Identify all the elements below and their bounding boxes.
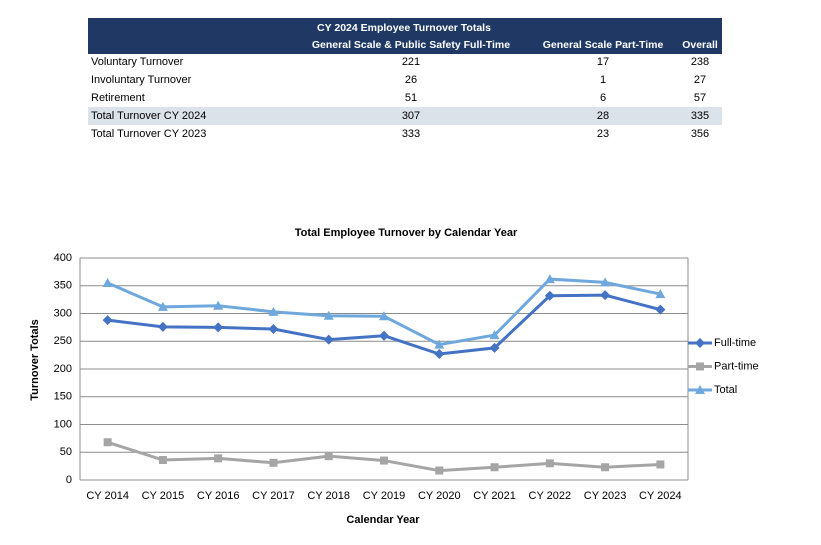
data-point (434, 339, 445, 349)
column-header: Overall (682, 39, 718, 51)
x-axis-label: Calendar Year (346, 514, 420, 526)
x-tick-label: CY 2015 (142, 490, 185, 502)
table-title: CY 2024 Employee Turnover Totals (317, 22, 491, 34)
y-tick-label: 0 (66, 474, 72, 486)
legend-label: Full-time (714, 337, 756, 349)
x-tick-label: CY 2021 (473, 490, 516, 502)
data-point (434, 349, 445, 360)
legend-label: Part-time (714, 360, 759, 372)
cell: 28 (597, 110, 609, 122)
y-tick-label: 100 (54, 418, 72, 430)
legend-label: Total (714, 384, 737, 396)
legend-marker (695, 385, 705, 394)
data-point (435, 466, 444, 475)
data-point (103, 438, 112, 447)
data-point (601, 463, 610, 472)
data-point (380, 456, 388, 465)
x-tick-label: CY 2014 (86, 490, 129, 502)
y-tick-label: 200 (54, 363, 72, 375)
legend-marker (696, 362, 704, 371)
data-point (544, 274, 555, 284)
data-point (158, 456, 167, 465)
cell: 238 (691, 56, 709, 68)
row-label: Total Turnover CY 2024 (91, 110, 206, 122)
data-point (157, 301, 168, 311)
row-label: Voluntary Turnover (91, 56, 184, 68)
data-point (213, 300, 224, 310)
y-tick-label: 50 (60, 446, 72, 458)
x-tick-label: CY 2018 (307, 490, 350, 502)
data-point (213, 322, 224, 333)
column-header: General Scale & Public Safety Full-Time (312, 39, 510, 51)
y-tick-label: 150 (54, 391, 72, 403)
table-header-bg (88, 18, 722, 54)
cell: 23 (597, 128, 609, 140)
x-tick-label: CY 2019 (363, 490, 406, 502)
y-tick-label: 250 (54, 335, 72, 347)
data-point (655, 304, 666, 315)
cell: 307 (402, 110, 420, 122)
legend-marker (695, 338, 705, 348)
cell: 27 (694, 74, 706, 86)
data-point (379, 330, 389, 341)
x-tick-label: CY 2020 (418, 490, 461, 502)
data-point (102, 277, 113, 287)
y-tick-label: 300 (54, 307, 72, 319)
x-tick-label: CY 2024 (639, 490, 682, 502)
data-point (600, 290, 611, 301)
data-point (268, 306, 279, 316)
data-point (269, 458, 278, 467)
cell: 333 (402, 128, 420, 140)
series-line (107, 293, 661, 356)
data-point (268, 324, 279, 335)
data-point (102, 315, 113, 326)
data-point (655, 289, 666, 299)
column-header: General Scale Part-Time (543, 39, 664, 51)
x-tick-label: CY 2023 (584, 490, 627, 502)
cell: 26 (405, 74, 417, 86)
row-label: Involuntary Turnover (91, 74, 192, 86)
cell: 57 (694, 92, 706, 104)
data-point (323, 310, 334, 320)
data-point (214, 454, 223, 463)
row-label: Total Turnover CY 2023 (91, 128, 206, 140)
y-tick-label: 400 (54, 252, 72, 264)
data-point (544, 290, 555, 301)
row-label: Retirement (91, 92, 145, 104)
x-tick-label: CY 2022 (529, 490, 572, 502)
cell: 6 (600, 92, 606, 104)
y-axis-label: Turnover Totals (29, 319, 41, 401)
data-point (489, 330, 500, 340)
cell: 356 (691, 128, 709, 140)
data-point (379, 311, 389, 321)
chart-title: Total Employee Turnover by Calendar Year (295, 227, 518, 239)
data-point (323, 334, 334, 345)
data-point (157, 321, 168, 332)
data-point (600, 277, 611, 287)
y-tick-label: 350 (54, 280, 72, 292)
data-point (324, 452, 333, 461)
cell: 1 (600, 74, 606, 86)
data-point (490, 463, 499, 472)
cell: 51 (405, 92, 417, 104)
data-point (545, 459, 554, 468)
cell: 17 (597, 56, 609, 68)
data-point (489, 342, 500, 353)
x-tick-label: CY 2016 (197, 490, 240, 502)
cell: 221 (402, 56, 420, 68)
x-tick-label: CY 2017 (252, 490, 295, 502)
cell: 335 (691, 110, 709, 122)
row-highlight (88, 107, 722, 125)
series-line (107, 440, 661, 473)
data-point (656, 460, 665, 469)
